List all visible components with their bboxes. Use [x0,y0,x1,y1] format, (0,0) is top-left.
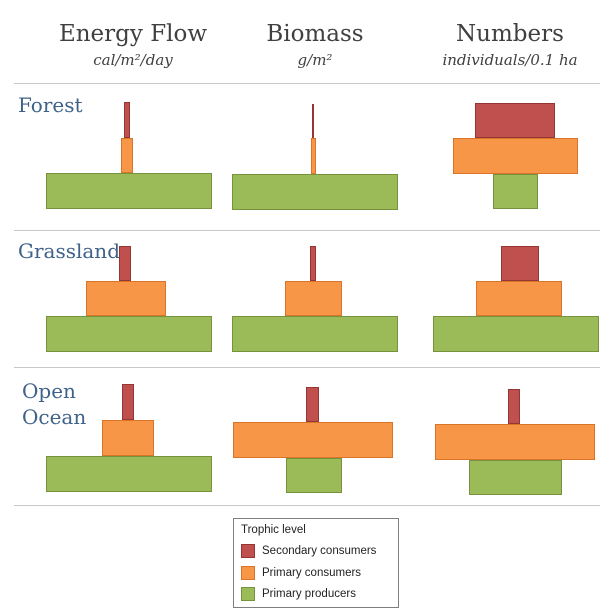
row-label-line: Open [22,379,76,403]
grassland-numbers-primary [476,281,562,316]
divider [14,230,600,231]
ocean-numbers-primary [435,424,595,460]
column-title: Biomass [266,21,364,47]
header-biomass: Biomass g/m² [232,20,398,70]
legend-swatch [241,587,255,601]
forest-energy-primary [121,138,133,173]
grassland-biomass-primary [285,281,342,316]
legend-label: Primary consumers [262,567,362,579]
ocean-energy-secondary [122,384,134,420]
legend-item-primary: Primary consumers [241,565,361,581]
legend-item-producers: Primary producers [241,586,356,602]
forest-energy-secondary [124,102,130,138]
ocean-numbers-producers [469,460,562,495]
ocean-biomass-secondary [306,387,319,422]
ocean-numbers-secondary [508,389,520,424]
row-label-forest: Forest [18,92,83,118]
column-title: Energy Flow [58,21,208,47]
ocean-energy-primary [102,420,154,456]
row-label-line: Forest [18,93,83,117]
forest-numbers-producers [493,174,538,209]
row-label-line: Grassland [18,239,120,263]
ocean-biomass-primary [233,422,393,458]
forest-numbers-primary [453,138,578,174]
legend-label: Secondary consumers [262,545,377,557]
grassland-energy-secondary [119,246,131,281]
row-label-grassland: Grassland [18,238,120,264]
legend: Trophic level Secondary consumers Primar… [233,518,399,608]
grassland-numbers-producers [433,316,599,352]
column-title: Numbers [456,21,564,47]
divider [14,83,600,84]
column-unit: individuals/0.1 ha [442,51,578,69]
legend-swatch [241,544,255,558]
row-label-line: Ocean [22,405,87,429]
forest-biomass-secondary [312,104,314,138]
ocean-energy-producers [46,456,212,492]
column-unit: g/m² [297,51,333,69]
row-label-open-ocean: Open Ocean [22,378,86,430]
forest-energy-producers [46,173,212,209]
grassland-biomass-producers [232,316,398,352]
column-unit: cal/m²/day [93,51,173,69]
forest-biomass-primary [311,138,316,174]
grassland-biomass-secondary [310,246,316,281]
header-energy-flow: Energy Flow cal/m²/day [48,20,218,70]
forest-numbers-secondary [475,103,555,138]
legend-swatch [241,566,255,580]
grassland-energy-primary [86,281,166,316]
ocean-biomass-producers [286,458,342,493]
divider [14,367,600,368]
header-numbers: Numbers individuals/0.1 ha [418,20,602,70]
grassland-energy-producers [46,316,212,352]
divider [14,505,600,506]
grassland-numbers-secondary [501,246,539,281]
legend-title: Trophic level [241,524,306,536]
legend-item-secondary: Secondary consumers [241,543,376,559]
forest-biomass-producers [232,174,398,210]
legend-label: Primary producers [262,588,356,600]
